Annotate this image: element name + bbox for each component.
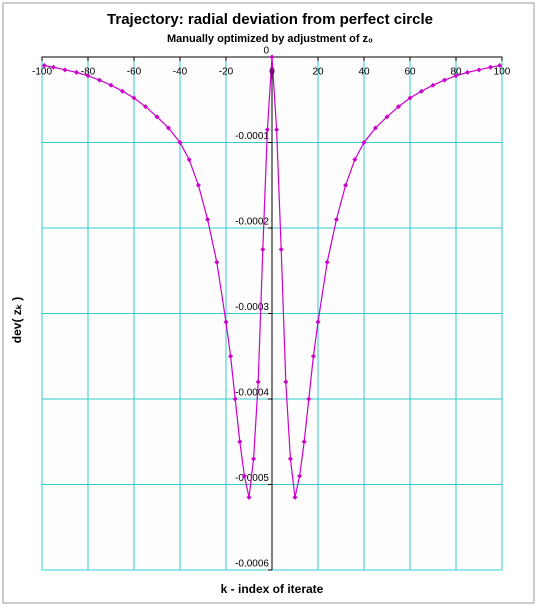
y-tick-label: -0.0002 [235,217,269,228]
y-tick-label: -0.0003 [235,302,269,313]
x-tick-label: -40 [173,67,188,78]
data-point [214,259,220,265]
data-point [154,114,160,120]
data-point [232,396,238,402]
data-point [324,259,330,265]
y-tick-label: -0.0005 [235,473,269,484]
data-point [41,63,47,69]
data-point [465,69,470,75]
data-point [283,379,289,385]
data-point [186,157,192,163]
data-point [278,246,284,252]
data-point [269,54,275,60]
data-point [264,127,270,133]
x-tick-label: 40 [358,67,370,78]
data-point [195,182,201,188]
data-point [315,319,321,325]
data-point [62,67,68,73]
data-point [108,82,114,88]
data-point [310,353,316,359]
x-tick-label: -100 [32,67,52,78]
x-tick-label: -80 [81,67,96,78]
data-point [301,439,307,445]
data-point [260,246,266,252]
data-point [361,140,367,145]
data-point [453,73,459,79]
x-tick-label: 60 [404,67,416,78]
y-tick-label: -0.0006 [235,559,269,570]
data-point [292,494,298,500]
data-point [255,379,261,385]
data-point [143,104,148,110]
data-point [373,125,378,131]
data-point [352,157,358,163]
data-point [166,125,171,131]
y-tick-label: 0 [263,46,269,57]
chart-subtitle: Manually optimized by adjustment of z₀ [167,33,373,45]
data-point [177,140,183,145]
x-tick-label: 20 [312,67,324,78]
data-point [74,69,79,75]
data-point [306,396,312,402]
data-point [442,77,447,83]
data-point [97,77,102,83]
x-axis-title: k - index of iterate [221,582,324,596]
data-point [120,88,125,94]
x-tick-label: 100 [494,67,511,78]
data-point [343,182,349,188]
data-point [51,64,56,70]
data-point [251,456,257,462]
data-point [287,456,293,462]
data-point [396,104,401,110]
data-point [246,494,252,500]
x-tick-label: -20 [219,67,234,78]
data-point [274,127,280,133]
y-axis-title: dev( zₖ ) [10,297,24,343]
y-tick-label: -0.0004 [235,388,269,399]
data-point [407,95,413,101]
data-point [228,353,234,359]
data-point [497,63,503,69]
data-point [85,73,91,79]
x-tick-label: 80 [450,67,462,78]
data-point [223,319,229,325]
data-point [419,88,424,94]
x-tick-label: -60 [127,67,142,78]
data-point [430,82,436,88]
data-point [205,216,211,222]
data-point [384,114,390,120]
chart-title: Trajectory: radial deviation from perfec… [107,11,433,28]
data-point [476,67,482,73]
data-point [333,216,339,222]
data-point [237,439,243,445]
data-point [241,473,247,479]
data-point [297,473,303,479]
data-point [488,64,493,70]
data-point [131,95,137,101]
y-tick-label: -0.0001 [235,131,269,142]
